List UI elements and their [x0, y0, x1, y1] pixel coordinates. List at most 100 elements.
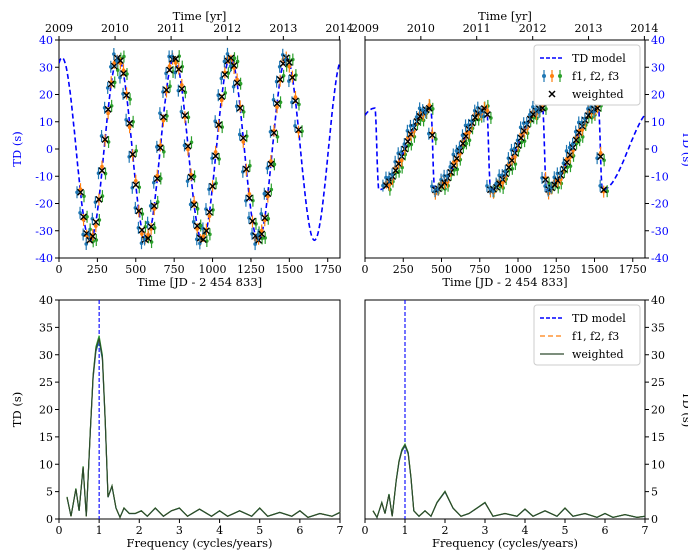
- y-tick-label: 15: [39, 431, 53, 444]
- weighted-marker: [123, 91, 131, 99]
- data-point: [146, 232, 150, 237]
- data-point: [121, 68, 126, 72]
- data-point: [180, 83, 184, 87]
- legend-label: TD model: [572, 312, 626, 325]
- weighted-marker: [239, 134, 247, 142]
- data-point: [259, 228, 264, 233]
- weighted-marker: [258, 230, 266, 238]
- y-tick-label: 35: [39, 321, 53, 334]
- x-tick-label: 0: [362, 263, 369, 276]
- data-point: [275, 105, 279, 110]
- weighted-marker: [166, 66, 174, 74]
- data-point: [78, 187, 83, 191]
- data-point: [106, 111, 110, 116]
- top-tick-label: 2014: [325, 22, 353, 35]
- weighted-marker: [77, 188, 84, 196]
- data-point: [198, 223, 203, 228]
- y-tick-label: 10: [39, 458, 53, 471]
- weighted-marker: [129, 150, 137, 158]
- x-tick-label: 0: [362, 524, 369, 537]
- weighted-marker: [505, 163, 513, 171]
- y-tick-label: 25: [651, 376, 665, 389]
- weighted-marker: [597, 153, 605, 161]
- weighted-marker: [471, 114, 479, 122]
- weighted-marker: [221, 70, 229, 78]
- top-tick-label: 2011: [157, 22, 185, 35]
- weighted-marker: [517, 134, 525, 142]
- legend-label: f1, f2, f3: [572, 70, 619, 83]
- data-point: [528, 112, 532, 117]
- weighted-marker: [162, 86, 170, 94]
- plot-area: [365, 98, 645, 200]
- x-axis-label: Time [JD - 2 454 833]: [442, 275, 567, 289]
- weighted-marker: [119, 70, 127, 78]
- legend-frame: [533, 304, 641, 366]
- data-point: [420, 108, 425, 112]
- weighted-marker: [594, 104, 602, 112]
- top-tick-label: 2014: [630, 22, 658, 35]
- data-point: [108, 64, 113, 69]
- data-point: [467, 131, 471, 135]
- x-tick-label: 1750: [619, 263, 647, 276]
- x-tick-label: 1: [402, 524, 409, 537]
- data-point: [148, 204, 153, 208]
- legend-swatch: [542, 74, 546, 78]
- y-tick-label: -40: [35, 252, 53, 265]
- legend-label: f1, f2, f3: [572, 330, 619, 343]
- weighted-marker: [156, 144, 164, 152]
- x-tick-label: 1: [96, 524, 103, 537]
- y-tick-label: -30: [651, 225, 669, 238]
- x-axis-label: Frequency (cycles/years): [432, 536, 578, 550]
- weighted-marker: [110, 62, 118, 70]
- weighted-marker: [245, 194, 253, 202]
- x-tick-label: 7: [337, 524, 344, 537]
- weighted-marker: [566, 151, 574, 159]
- legend-swatch: [548, 90, 556, 98]
- y-tick-label: -20: [651, 198, 669, 211]
- panel-top-left: 0 250 500 750 1000 1250 1500 1750 Time [JD - 2 4…: [10, 9, 353, 289]
- plot-area: [59, 47, 340, 251]
- weighted-marker: [116, 57, 124, 65]
- top-tick-label: 2009: [45, 22, 73, 35]
- legend-label: TD model: [572, 52, 626, 65]
- weighted-marker: [199, 236, 207, 244]
- weighted-marker: [187, 173, 195, 181]
- data-point: [167, 64, 172, 68]
- weighted-marker: [172, 55, 180, 63]
- y-axis-label: TD (s): [10, 131, 24, 166]
- weighted-marker: [453, 154, 461, 162]
- weighted-marker: [181, 112, 189, 120]
- data-point: [201, 234, 206, 238]
- y-tick-label: 20: [651, 404, 665, 417]
- y-tick-label: 35: [651, 321, 665, 334]
- data-point: [127, 125, 132, 129]
- panel-bottom-left: 0 1 2 3 4 5 6 7 Frequency (cycles/years) 0 5 10 15 20…: [10, 294, 344, 550]
- data-point: [188, 202, 193, 207]
- data-point: [133, 178, 138, 183]
- y-tick-label: 25: [39, 376, 53, 389]
- y-axis-label: TD (s): [10, 392, 24, 427]
- data-point: [100, 164, 104, 169]
- x-tick-label: 1000: [199, 263, 227, 276]
- weighted-marker: [104, 105, 112, 113]
- x-tick-label: 1000: [504, 263, 532, 276]
- x-tick-label: 5: [562, 524, 569, 537]
- x-tick-label: 1750: [314, 263, 342, 276]
- top-tick-label: 2009: [351, 22, 379, 35]
- weighted-marker: [295, 126, 303, 134]
- data-point: [427, 103, 432, 107]
- y-tick-label: -10: [35, 170, 53, 183]
- weighted-marker: [150, 202, 158, 210]
- x-tick-label: 0: [56, 524, 63, 537]
- x-tick-label: 1500: [581, 263, 609, 276]
- weighted-line: [372, 443, 646, 519]
- data-point: [247, 192, 252, 196]
- y-axis-label: TD (s): [680, 392, 688, 427]
- top-axis-label: Time [yr]: [173, 9, 227, 23]
- x-tick-label: 250: [87, 263, 108, 276]
- x-tick-label: 5: [256, 524, 263, 537]
- data-point: [269, 159, 273, 163]
- weighted-marker: [205, 208, 213, 216]
- data-point: [161, 118, 166, 123]
- y-tick-label: 30: [651, 61, 665, 74]
